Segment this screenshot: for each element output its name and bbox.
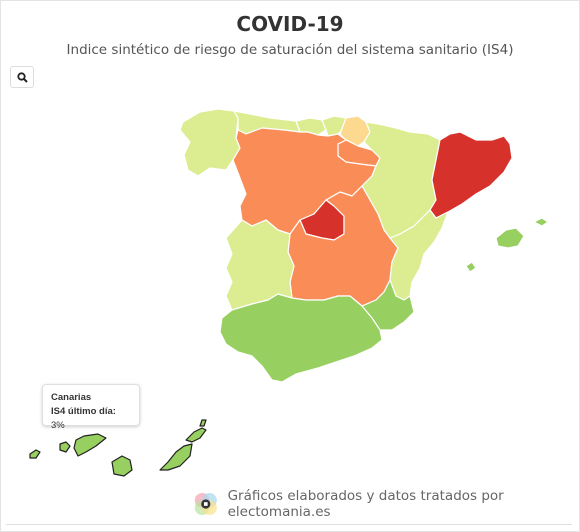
page-title: COVID-19 (236, 12, 344, 36)
search-button[interactable] (10, 66, 34, 88)
tooltip-metric: IS4 último día: 3% (51, 406, 116, 431)
page-subtitle: Indice sintético de riesgo de saturación… (66, 42, 514, 58)
region-cataluna[interactable] (429, 131, 513, 219)
region-galicia[interactable] (179, 108, 241, 177)
tooltip: Canarias IS4 último día: 3% (42, 384, 140, 431)
region-andalucia[interactable] (219, 293, 383, 383)
electomania-logo-icon (194, 492, 217, 516)
bottom-divider (6, 524, 572, 525)
region-baleares[interactable] (465, 217, 549, 273)
credit-text: Gráficos elaborados y datos tratados por… (227, 488, 504, 520)
credit-footer: Gráficos elaborados y datos tratados por… (192, 488, 580, 520)
region-canarias[interactable] (29, 419, 207, 477)
search-icon (16, 71, 28, 83)
tooltip-region: Canarias (51, 392, 92, 403)
